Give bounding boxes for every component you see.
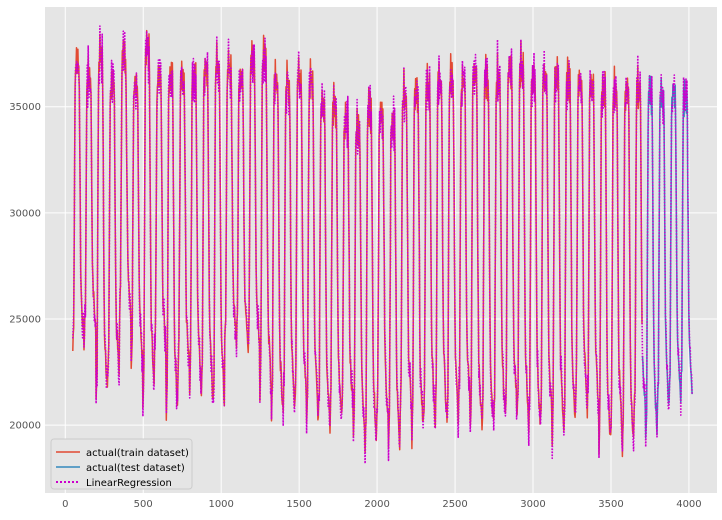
x-tick-label: 500 bbox=[134, 499, 153, 510]
y-tick-label: 25000 bbox=[9, 314, 41, 325]
x-tick-label: 0 bbox=[62, 499, 68, 510]
legend: actual(train dataset) actual(test datase… bbox=[50, 438, 193, 490]
x-tick-label: 3500 bbox=[598, 499, 623, 510]
x-tick-label: 3000 bbox=[520, 499, 545, 510]
legend-label-linear-regression: LinearRegression bbox=[86, 478, 172, 489]
legend-box bbox=[50, 438, 193, 490]
y-tick-label: 35000 bbox=[9, 102, 41, 113]
series-line-linear-regression bbox=[72, 25, 693, 465]
x-tick-label: 4000 bbox=[676, 499, 701, 510]
x-tick-label: 1000 bbox=[208, 499, 233, 510]
tick-labels: 0 500 1000 1500 2000 2500 3000 3500 4000 20000 250… bbox=[9, 102, 701, 510]
x-tick-label: 1500 bbox=[286, 499, 311, 510]
y-tick-label: 30000 bbox=[9, 208, 41, 219]
x-tick-label: 2000 bbox=[364, 499, 389, 510]
y-tick-label: 20000 bbox=[9, 421, 41, 432]
series-group bbox=[72, 25, 693, 465]
legend-label-test: actual(test dataset) bbox=[86, 463, 185, 474]
x-tick-label: 2500 bbox=[442, 499, 467, 510]
legend-label-train: actual(train dataset) bbox=[86, 448, 189, 459]
